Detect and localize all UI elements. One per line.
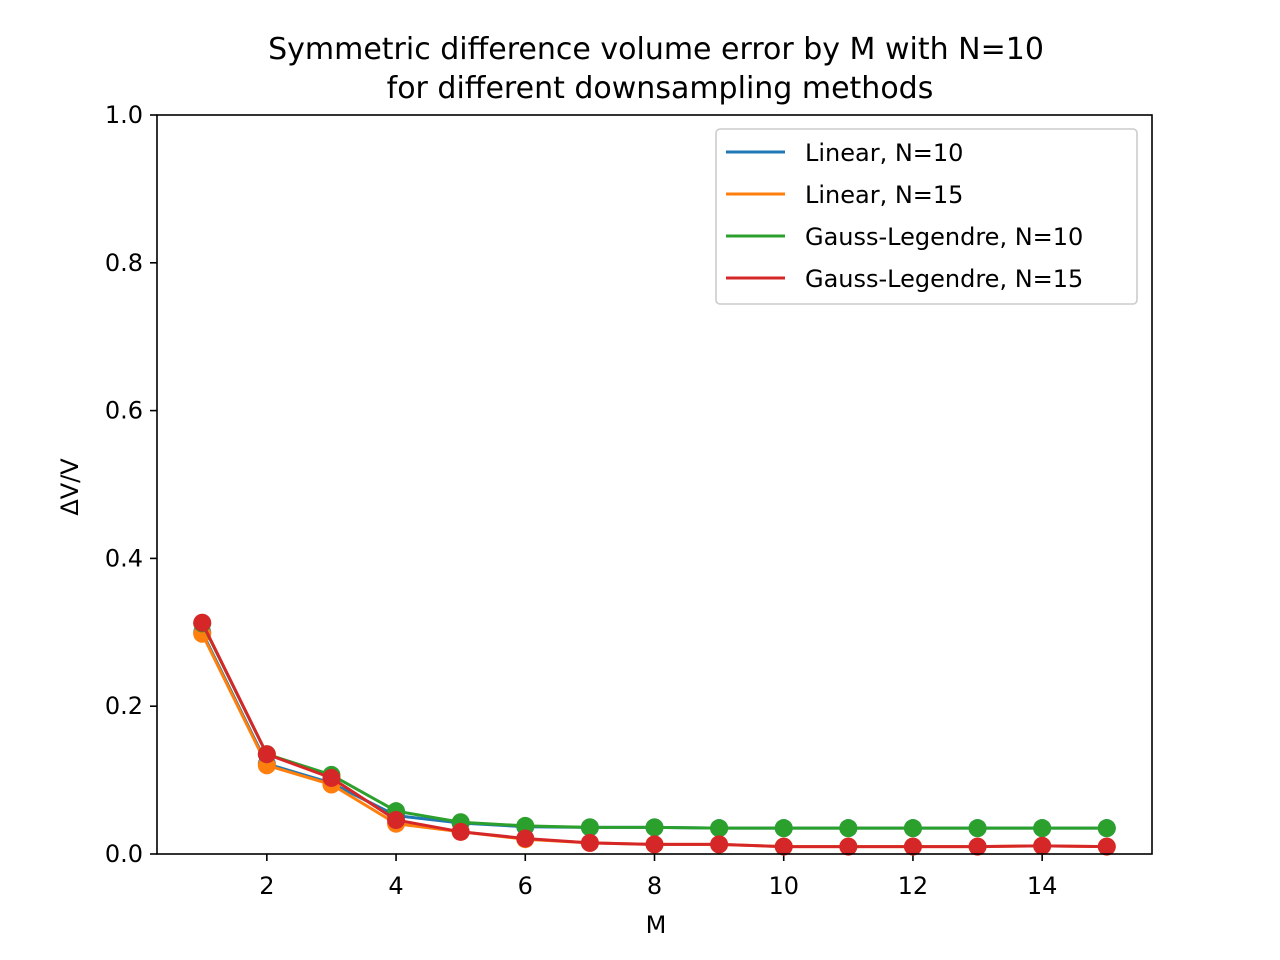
data-point	[322, 768, 341, 787]
data-point	[580, 833, 599, 852]
data-point	[903, 837, 922, 856]
data-point	[257, 745, 276, 764]
data-point	[710, 819, 729, 838]
y-tick-label: 0.4	[105, 544, 143, 572]
legend: Linear, N=10 Linear, N=15 Gauss-Legendre, …	[715, 128, 1138, 305]
data-point	[645, 835, 664, 854]
data-point	[710, 835, 729, 854]
data-point	[1033, 836, 1052, 855]
y-tick-label: 0.0	[105, 840, 143, 868]
series-layer	[193, 613, 1116, 856]
data-point	[516, 816, 535, 835]
legend-label: Gauss-Legendre, N=15	[805, 265, 1083, 293]
legend-label: Gauss-Legendre, N=10	[805, 223, 1083, 251]
legend-label: Linear, N=10	[805, 139, 963, 167]
x-tick-label: 4	[388, 872, 403, 900]
y-axis-label: ΔV/V	[56, 458, 84, 516]
data-point	[580, 818, 599, 837]
x-axis-ticks: 2 4 6 8 10 12 14	[259, 854, 1057, 900]
data-point	[1033, 819, 1052, 838]
y-tick-label: 0.2	[105, 692, 143, 720]
data-point	[1097, 837, 1116, 856]
y-tick-label: 1.0	[105, 101, 143, 129]
y-axis-ticks: 0.0 0.2 0.4 0.6 0.8 1.0	[105, 101, 157, 868]
data-point	[968, 819, 987, 838]
legend-box	[715, 128, 1138, 305]
x-tick-label: 2	[259, 872, 274, 900]
data-point	[903, 819, 922, 838]
data-point	[839, 819, 858, 838]
y-tick-label: 0.6	[105, 397, 143, 425]
data-point	[645, 818, 664, 837]
x-tick-label: 10	[768, 872, 799, 900]
y-tick-label: 0.8	[105, 249, 143, 277]
legend-label: Linear, N=15	[805, 181, 963, 209]
data-point	[774, 819, 793, 838]
chart-title-line-1: Symmetric difference volume error by M w…	[268, 32, 1044, 67]
data-point	[968, 837, 987, 856]
x-tick-label: 14	[1027, 872, 1058, 900]
data-point	[774, 837, 793, 856]
data-point	[451, 822, 470, 841]
data-point	[839, 837, 858, 856]
data-point	[193, 613, 212, 632]
chart-title-line-2: for different downsampling methods	[387, 71, 934, 106]
x-tick-label: 12	[898, 872, 929, 900]
data-point	[387, 811, 406, 830]
x-tick-label: 8	[647, 872, 662, 900]
data-point	[516, 829, 535, 848]
plot-frame	[156, 114, 1153, 855]
x-axis-label: M	[646, 911, 667, 939]
data-point	[1097, 819, 1116, 838]
x-tick-label: 6	[518, 872, 533, 900]
